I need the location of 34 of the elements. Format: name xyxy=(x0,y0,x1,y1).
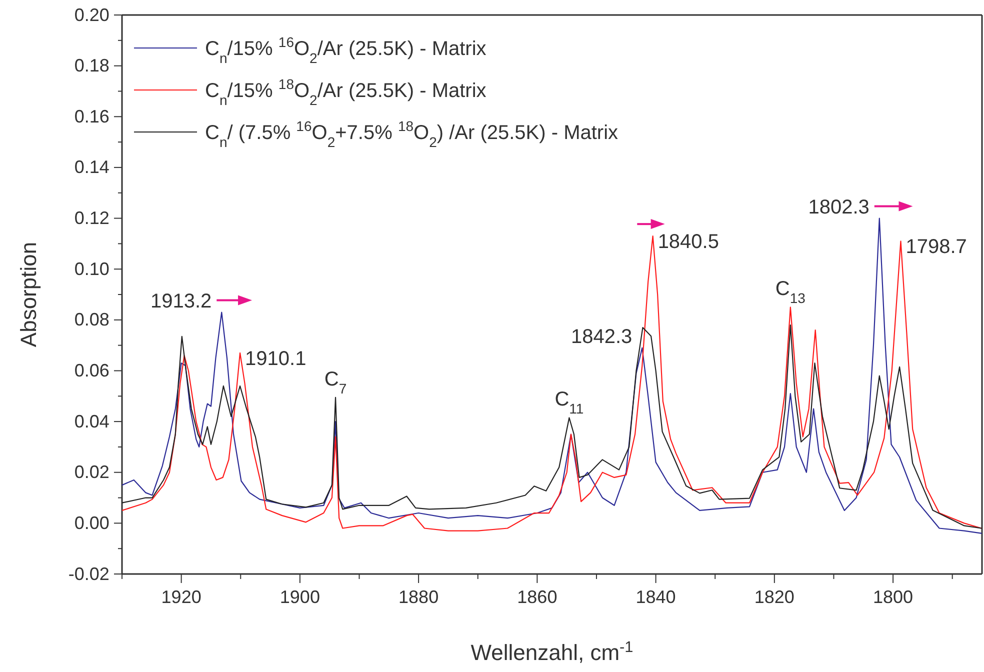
annotation: 1913.2 xyxy=(150,290,212,312)
y-tick-label: 0.16 xyxy=(74,106,110,126)
x-tick-label: 1860 xyxy=(517,586,558,607)
legend-label: C$_{n}$/15% $^{18}$O$_{2}$/Ar (25.5K) - Matrix xyxy=(205,76,486,108)
legend-label: C$_{n}$/15% $^{16}$O$_{2}$/Ar (25.5K) - Matrix xyxy=(205,34,486,66)
annotation: 1798.7 xyxy=(906,236,967,258)
y-tick-label: 0.20 xyxy=(74,4,110,25)
annotation: 1840.5 xyxy=(658,231,719,254)
y-tick-label: 0.10 xyxy=(74,258,110,279)
y-tick-label: 0.14 xyxy=(74,157,110,178)
y-tick-label: 0.12 xyxy=(74,208,110,228)
y-tick-label: 0.08 xyxy=(74,310,110,330)
x-tick-label: 1880 xyxy=(398,586,439,607)
x-tick-label: 1820 xyxy=(754,586,794,607)
y-tick-label: 0.06 xyxy=(74,360,110,380)
annotation: C$_{13}$ xyxy=(775,278,806,306)
y-tick-label: 0.18 xyxy=(74,56,110,76)
y-tick-label: 0.00 xyxy=(74,512,110,533)
annotation: C$_{11}$ xyxy=(554,388,584,417)
x-tick-label: 1800 xyxy=(873,586,914,607)
x-axis-title: Wellenzahl, cm$^{-1}$ xyxy=(470,638,634,665)
text: C$_{n}$/ (7.5% $^{16}$O$_{2}$+7.5% $^{18}$O$_{2}$) /Ar (25.5K) - Matrix xyxy=(205,118,618,150)
annotation: 1910.1 xyxy=(245,348,306,370)
y-tick-label: 0.02 xyxy=(74,462,110,482)
annotation: C$_{7}$ xyxy=(324,368,347,396)
x-tick-label: 1920 xyxy=(161,586,202,607)
line-series xyxy=(122,324,982,529)
x-tick-label: 1840 xyxy=(636,586,676,607)
annotation: 1802.3 xyxy=(808,196,870,218)
y-axis-title: Absorption xyxy=(16,242,41,348)
y-tick-label: 0.04 xyxy=(74,411,110,432)
annotation: 1842.3 xyxy=(570,326,632,348)
x-tick-label: 1900 xyxy=(280,586,320,607)
y-tick-label: -0.02 xyxy=(68,564,110,584)
